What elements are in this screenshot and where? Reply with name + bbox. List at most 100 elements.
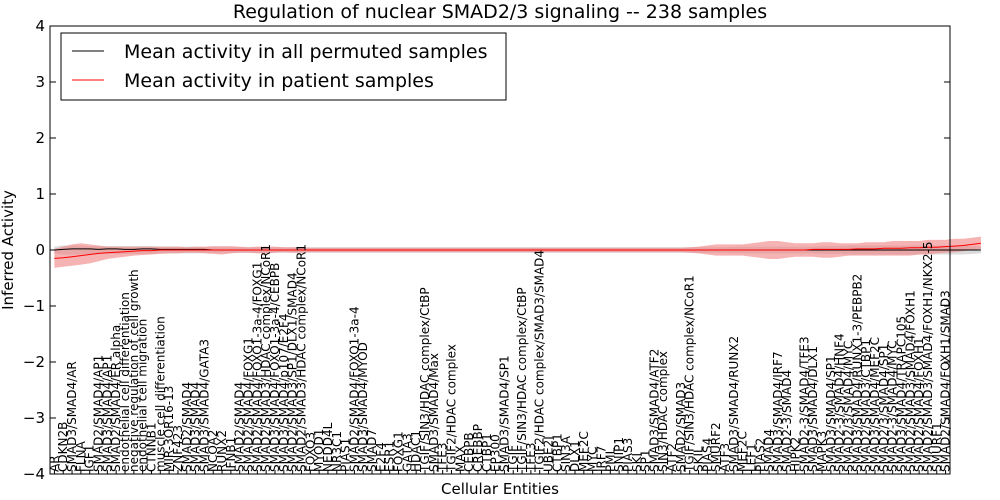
x-tick-label: DLX1 [568, 440, 582, 472]
x-tick-label: EP300 [489, 434, 503, 472]
x-tick-label: SP1 [639, 450, 653, 473]
x-tick-label: SMAD3/SMAD4 [189, 382, 203, 472]
x-tick-label: SMAD2/SMAD4/FOXO1-3a-4/FOXG1 [250, 262, 264, 472]
x-tick-label: PIAS3 [621, 438, 635, 472]
x-tick-label: SMAD2-3/SMAD4 [780, 370, 794, 472]
x-tick-label: PIAS4 [700, 438, 714, 472]
x-tick-label: negative regulation of cell growth [127, 269, 141, 472]
x-tick-label: UBE2I [542, 436, 556, 472]
x-tick-label: SMAD2/SMAD4 [180, 382, 194, 472]
x-tick-label: NR3C1 [330, 431, 344, 472]
x-tick-label: SKIL [692, 446, 706, 472]
x-tick-label: CTNNB1 [145, 422, 159, 472]
x-tick-label: SMAD3/SMAD4/AP1 [100, 355, 114, 472]
x-tick-label: SMAD2-3/SMAD4/TFE3 [797, 336, 811, 472]
x-tick-label: SMAD3/SMAD4/TRAPC105 [895, 316, 909, 472]
x-tick-label: SMAD3/SMAD4/Max [427, 353, 441, 472]
x-tick-label: SMURF2 [709, 422, 723, 472]
x-tick-label: SMAD2/3/SMAD4/SP1 [877, 344, 891, 472]
x-tick-label: HIPK2 [789, 437, 803, 472]
x-tick-label: SMAD2/SMAD4/FOXH1/SMAD3 [939, 290, 953, 472]
x-tick-label: SKI [630, 453, 644, 472]
x-tick-label: PML [603, 447, 617, 472]
x-tick-label: CTBP1 [480, 433, 494, 472]
x-tick-label: SMURF1 [930, 422, 944, 472]
y-tick-label: 3 [35, 73, 45, 91]
y-axis-ticks: −4 −3 −2 −1 0 1 2 3 4 [23, 17, 950, 483]
x-tick-label: ZNF423 [171, 425, 185, 472]
x-tick-label: SMAD2/SMAD4 [233, 382, 247, 472]
x-tick-label: SMAD3/SMAD4/GATA3 [197, 339, 211, 472]
x-tick-label: CREBBP [471, 424, 485, 472]
x-tick-label: muscle cell differentiation [153, 316, 167, 472]
x-tick-label: endothelial cell migration [136, 319, 150, 472]
confidence-bands [54, 236, 981, 268]
x-tick-label: SMAD3/SMAD4/SP1 [824, 355, 838, 472]
chart-title: Regulation of nuclear SMAD2/3 signaling … [233, 1, 767, 23]
x-tick-label: SMAD7 [365, 429, 379, 472]
band-series-1 [54, 236, 981, 268]
x-tick-label: TGIF/SIN3/HDAC complex/CtBP [418, 287, 432, 473]
x-tick-label: IFNB1 [224, 437, 238, 472]
x-tick-label: TGIF [506, 445, 520, 473]
x-tick-label: SMAD2/SMAD3/SMAD4/FOXH1/NKX2-5 [921, 242, 935, 472]
x-tick-label: MIR-3OR16-13 [162, 386, 176, 472]
x-tick-label: TGIF/SIN3/HDAC complex/NCoR1 [683, 275, 697, 473]
x-tick-label: SMAD2/SMAD3/SMAD4/FOXH1 [903, 290, 917, 472]
x-tick-label: SMAD4 [762, 429, 776, 472]
legend-box [60, 32, 507, 101]
y-tick-label: −2 [23, 353, 45, 371]
x-tick-label: GATA3 [400, 433, 414, 472]
x-tick-label: NCOA2 [206, 430, 220, 472]
x-tick-label: IRF7 [595, 446, 609, 472]
x-tick-label: SMAD3/SMAD4/RUNX2 [727, 336, 741, 472]
x-tick-label: MYOD1 [312, 429, 326, 472]
x-tick-label: SMAD2/SMAD3/SP1/DLX1/SMAD4 [286, 272, 300, 472]
x-tick-label: SMAD3/SMAD4/IRF7 [771, 351, 785, 472]
x-axis-ticks: ARCDKN2BSMAD3/SMAD4/ARFLNAIGF1SMAD2/SMAD… [47, 242, 953, 474]
x-tick-label: SMAD2/SMAD4/FOXH1 [912, 337, 926, 472]
x-tick-label: ATF3 [718, 443, 732, 472]
x-tick-label: MAPK3 [815, 431, 829, 472]
x-tick-label: E2F4 [374, 442, 388, 472]
x-tick-label: SMAD3/SMAD4/SP1 [497, 355, 511, 472]
x-tick-label: TFE3 [436, 443, 450, 473]
x-tick-label: IGF1 [83, 445, 97, 472]
x-tick-label: AR [47, 455, 61, 472]
x-tick-label: SMAD2/3/SMAD4/MYC [842, 341, 856, 472]
x-tick-label: SMAD2/SMAD3/CTBP1 [859, 339, 873, 472]
x-tick-label: SMAD2/SMAD3/HDAC complex/NCoR1 [259, 244, 273, 472]
y-tick-label: −4 [23, 465, 45, 483]
x-tick-label: SMAD3/SMAD4/RUNX1-3/PEBPB2 [850, 274, 864, 472]
x-tick-label: HDAC1 [409, 430, 423, 472]
x-tick-label: SMAD2-3/SMAD4/MYC [886, 340, 900, 472]
x-tick-label: SMAD3/SMAD4/ATF2 [647, 349, 661, 472]
x-tick-label: FLNA [74, 440, 88, 472]
x-tick-label: NEDD4L [321, 422, 335, 472]
x-tick-label: SIN3A [559, 435, 573, 472]
x-tick-label: TGIF2/HDAC complex [445, 344, 459, 473]
x-tick-label: FOXG1 [392, 431, 406, 472]
y-tick-label: 0 [35, 241, 45, 259]
x-tick-label: ESR1 [383, 441, 397, 472]
x-tick-label: SMAD3/SMAD4/FOXO1-3a-4/CEBPB [268, 263, 282, 472]
x-tick-label: ATF2 [665, 443, 679, 472]
x-tick-label: MEF2C [577, 431, 591, 472]
x-tick-label: TFE3 [524, 443, 538, 473]
x-tick-label: SMAD3/SMAD4/DLX1 [806, 346, 820, 472]
x-tick-label: MEF2C [736, 431, 750, 472]
x-tick-label: SMAD2/SMAD4/FOXG1 [242, 337, 256, 472]
x-tick-label: SMAD2/SMAD4/AP1 [92, 355, 106, 472]
y-tick-label: 4 [35, 17, 45, 35]
x-tick-label: LEF1 [745, 443, 759, 472]
y-tick-label: 1 [35, 185, 45, 203]
x-tick-label: CEBPB [462, 432, 476, 472]
y-axis-label: Inferred Activity [0, 190, 17, 310]
x-tick-label: PIAS2 [753, 438, 767, 472]
x-tick-label: CDKN2B [56, 422, 70, 472]
x-tick-label: SNIP1 [612, 437, 626, 472]
x-tick-label: SMAD3/SMAD4/p107/E2F4 [277, 313, 291, 472]
legend-label-permuted: Mean activity in all permuted samples [124, 41, 487, 63]
x-tick-label: SMAD3/SMAD4/MEF2C [868, 337, 882, 472]
